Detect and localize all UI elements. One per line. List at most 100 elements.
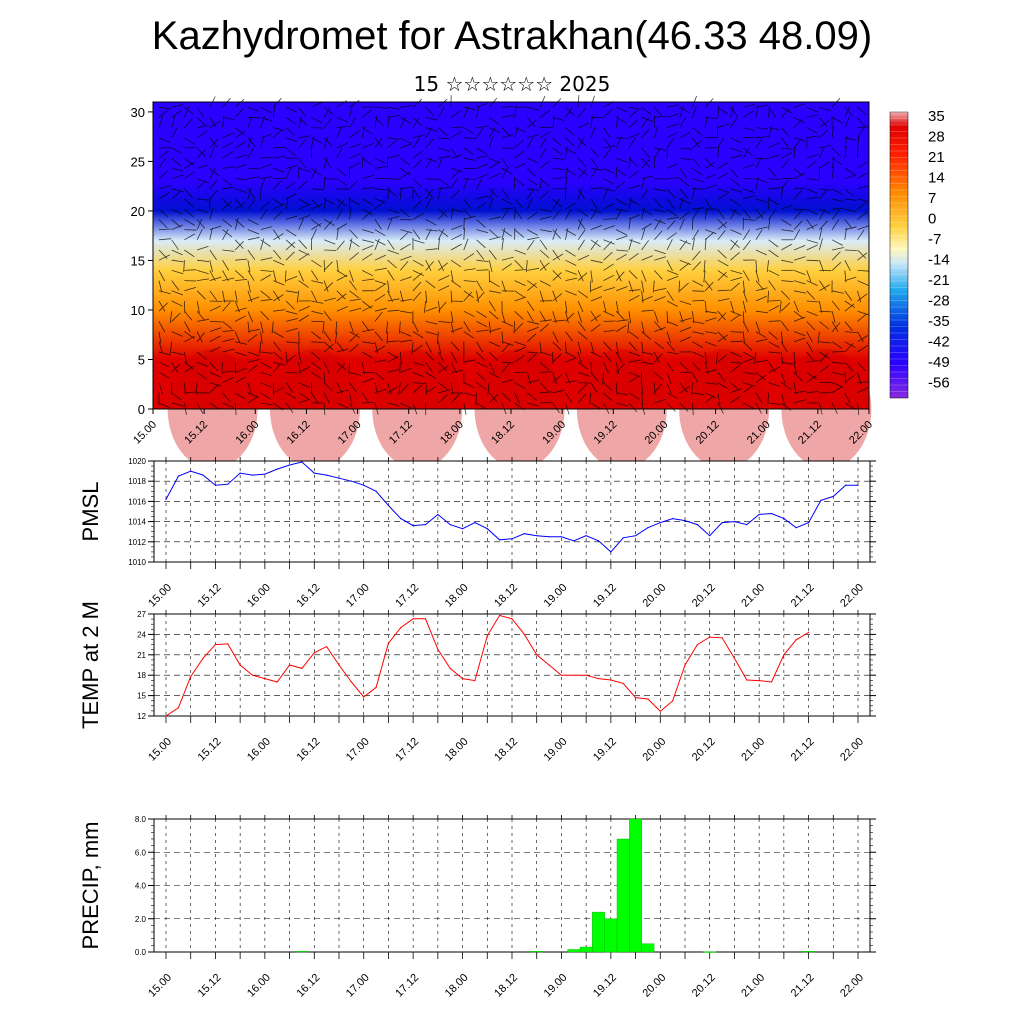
wind-barb (743, 195, 755, 200)
wind-barb (222, 97, 231, 108)
wind-barb (400, 137, 412, 144)
wind-barb (806, 351, 815, 362)
wind-barb (565, 107, 573, 118)
wind-barb (247, 137, 256, 148)
wind-barb (425, 372, 437, 379)
data-point (449, 524, 451, 526)
wind-barb (247, 199, 256, 210)
wind-barb (717, 146, 720, 159)
wind-barb (222, 201, 232, 210)
wind-barb (476, 239, 486, 249)
wind-barb (730, 361, 743, 364)
wind-barb (438, 137, 451, 140)
wind-barb (768, 198, 780, 206)
wind-barb (222, 392, 231, 403)
y-tick-label: 0 (138, 402, 145, 417)
wind-barb (195, 382, 198, 395)
data-point (857, 484, 859, 486)
wind-barb (780, 158, 790, 169)
wind-barb (565, 127, 575, 136)
wind-barb (323, 137, 333, 147)
wind-barb (526, 311, 534, 322)
wind-barb (209, 290, 218, 301)
wind-barb (653, 106, 663, 117)
wind-barb (450, 225, 463, 230)
wind-barbs (158, 95, 870, 416)
wind-barb (857, 127, 865, 139)
wind-barb (349, 382, 358, 393)
wind-barb (158, 331, 162, 344)
wind-barb (298, 215, 311, 220)
wind-barb (184, 146, 197, 149)
wind-barb (616, 137, 629, 139)
wind-barb (817, 331, 820, 344)
wind-barb (273, 351, 283, 361)
wind-barb (590, 341, 595, 354)
x-tick-label: 16.12 (294, 972, 322, 1000)
wind-barb (171, 259, 184, 263)
data-point (375, 686, 377, 689)
wind-barb (285, 181, 296, 190)
wind-barb (692, 341, 704, 348)
wind-barb (196, 300, 200, 313)
wind-barb (476, 249, 485, 260)
wind-barb (831, 262, 842, 271)
wind-barb (730, 310, 742, 316)
wind-barb (387, 139, 398, 149)
wind-barb (578, 382, 591, 384)
wind-barb (831, 300, 840, 311)
wind-barb (209, 168, 220, 177)
wind-barb (349, 298, 362, 302)
wind-barb (755, 198, 768, 203)
wind-barb (247, 219, 259, 226)
wind-barb (463, 382, 475, 389)
data-point (709, 636, 711, 638)
wind-barb (603, 351, 612, 362)
wind-barb (654, 256, 666, 261)
wind-barb (285, 351, 288, 364)
wind-barb (654, 398, 666, 404)
wind-barb (641, 188, 649, 200)
data-point (165, 498, 167, 500)
wind-barb (298, 168, 311, 172)
x-tick-label: 17.00 (344, 736, 372, 764)
wind-barb (628, 119, 639, 128)
wind-barb (577, 254, 590, 261)
wind-barb (387, 298, 400, 302)
wind-barb (450, 351, 458, 363)
wind-barb (577, 311, 583, 323)
wind-barb (715, 351, 719, 364)
wind-barb (806, 196, 819, 200)
wind-barb (514, 150, 525, 159)
wind-barb (247, 382, 252, 395)
wind-barb (336, 199, 345, 210)
wind-barb (260, 117, 273, 122)
wind-barb (171, 249, 183, 256)
wind-barb (488, 260, 493, 272)
wind-barb (298, 253, 309, 261)
wind-barb (412, 270, 424, 277)
wind-barb (806, 360, 819, 363)
wind-barb (754, 351, 757, 364)
wind-barb (311, 300, 324, 304)
wind-barb (552, 98, 562, 108)
wind-barb (501, 167, 508, 179)
wind-barb (590, 285, 603, 292)
wind-barb (463, 208, 473, 219)
wind-barb (755, 249, 767, 256)
wind-barb (565, 168, 576, 176)
wind-barb (768, 402, 781, 405)
wind-barb (527, 168, 537, 177)
wind-barb (311, 203, 323, 210)
x-tick-label: 20.00 (640, 736, 668, 764)
wind-barb (780, 341, 788, 353)
wind-barb (527, 353, 537, 363)
wind-barb (781, 152, 792, 159)
wind-barb (603, 225, 615, 230)
wind-barb (704, 98, 714, 108)
wind-barb (362, 245, 374, 251)
wind-barb (768, 142, 780, 149)
wind-barb (679, 147, 692, 150)
wind-barb (197, 318, 209, 322)
wind-barb (768, 105, 770, 118)
